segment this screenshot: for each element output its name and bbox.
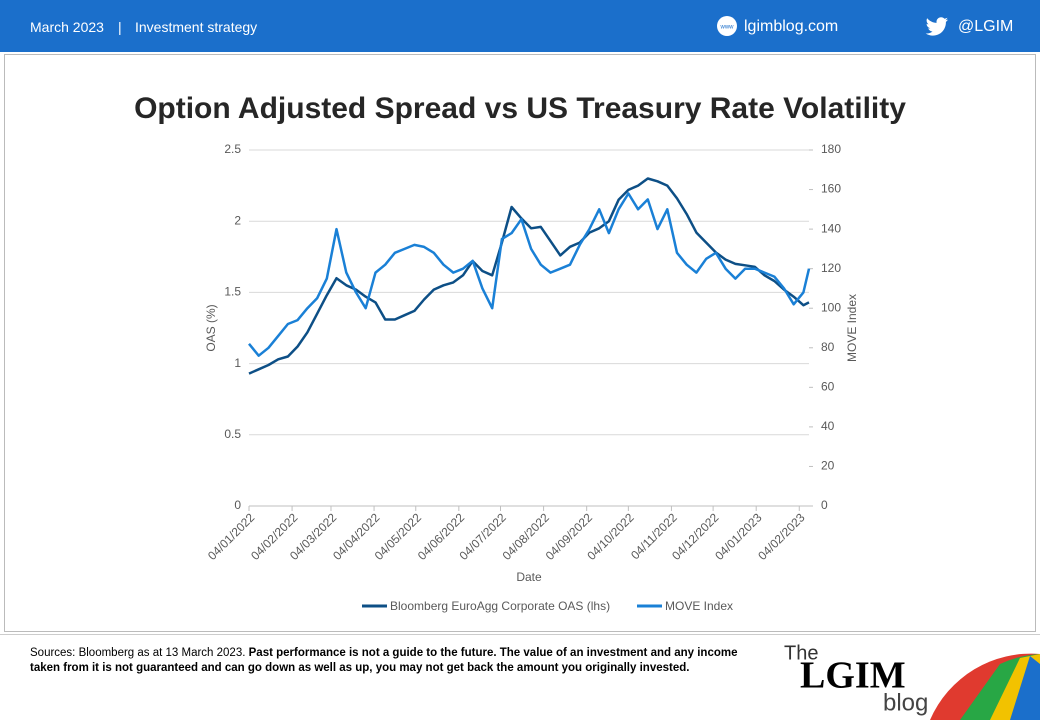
series-line (248, 192, 811, 357)
header-separator: | (118, 19, 122, 35)
y2-tick-label: 140 (821, 221, 841, 235)
header-handle[interactable]: @LGIM (958, 18, 1014, 35)
y-axis-title: OAS (%) (204, 304, 218, 351)
source-note: Sources: Bloomberg as at 13 March 2023. (30, 647, 246, 659)
logo-name: LGIM (800, 655, 906, 697)
y-tick-label: 1 (234, 356, 241, 370)
x-axis-title: Date (516, 570, 542, 584)
legend-label: MOVE Index (665, 599, 733, 613)
y2-tick-label: 0 (821, 498, 828, 512)
y-tick-label: 2 (234, 213, 241, 227)
web-icon: www (717, 16, 737, 36)
y2-tick-label: 100 (821, 300, 841, 314)
y2-tick-label: 180 (821, 142, 841, 156)
y-tick-label: 2.5 (224, 142, 241, 156)
disclaimer: Past performance is not a guide to the f… (30, 647, 738, 674)
header: March 2023 | Investment strategy www lgi… (0, 0, 1040, 52)
legend-label: Bloomberg EuroAgg Corporate OAS (lhs) (390, 599, 610, 613)
logo: The LGIM blog (0, 634, 1040, 720)
umbrella-segment (1010, 656, 1040, 720)
y2-tick-label: 80 (821, 340, 835, 354)
series-line (248, 177, 810, 375)
y2-axis-title: MOVE Index (845, 294, 859, 362)
y-tick-label: 0 (234, 498, 241, 512)
chart-frame (4, 54, 1036, 632)
header-date: March 2023 (30, 19, 104, 35)
y2-tick-label: 40 (821, 419, 835, 433)
y-tick-label: 1.5 (224, 285, 241, 299)
header-section: Investment strategy (135, 19, 258, 35)
footer-text: Sources: Bloomberg as at 13 March 2023. … (30, 646, 770, 676)
logo-the: The (784, 642, 818, 664)
y2-tick-label: 60 (821, 380, 835, 394)
logo-blog: blog (883, 689, 928, 716)
x-tick-label: 04/02/2023 (755, 510, 808, 563)
twitter-icon (925, 17, 948, 36)
y2-tick-label: 160 (821, 182, 841, 196)
y2-tick-label: 120 (821, 261, 841, 275)
svg-text:www: www (720, 25, 735, 31)
y2-tick-label: 20 (821, 459, 835, 473)
header-site[interactable]: lgimblog.com (744, 18, 839, 35)
chart-title: Option Adjusted Spread vs US Treasury Ra… (134, 92, 906, 125)
y-tick-label: 0.5 (224, 427, 241, 441)
